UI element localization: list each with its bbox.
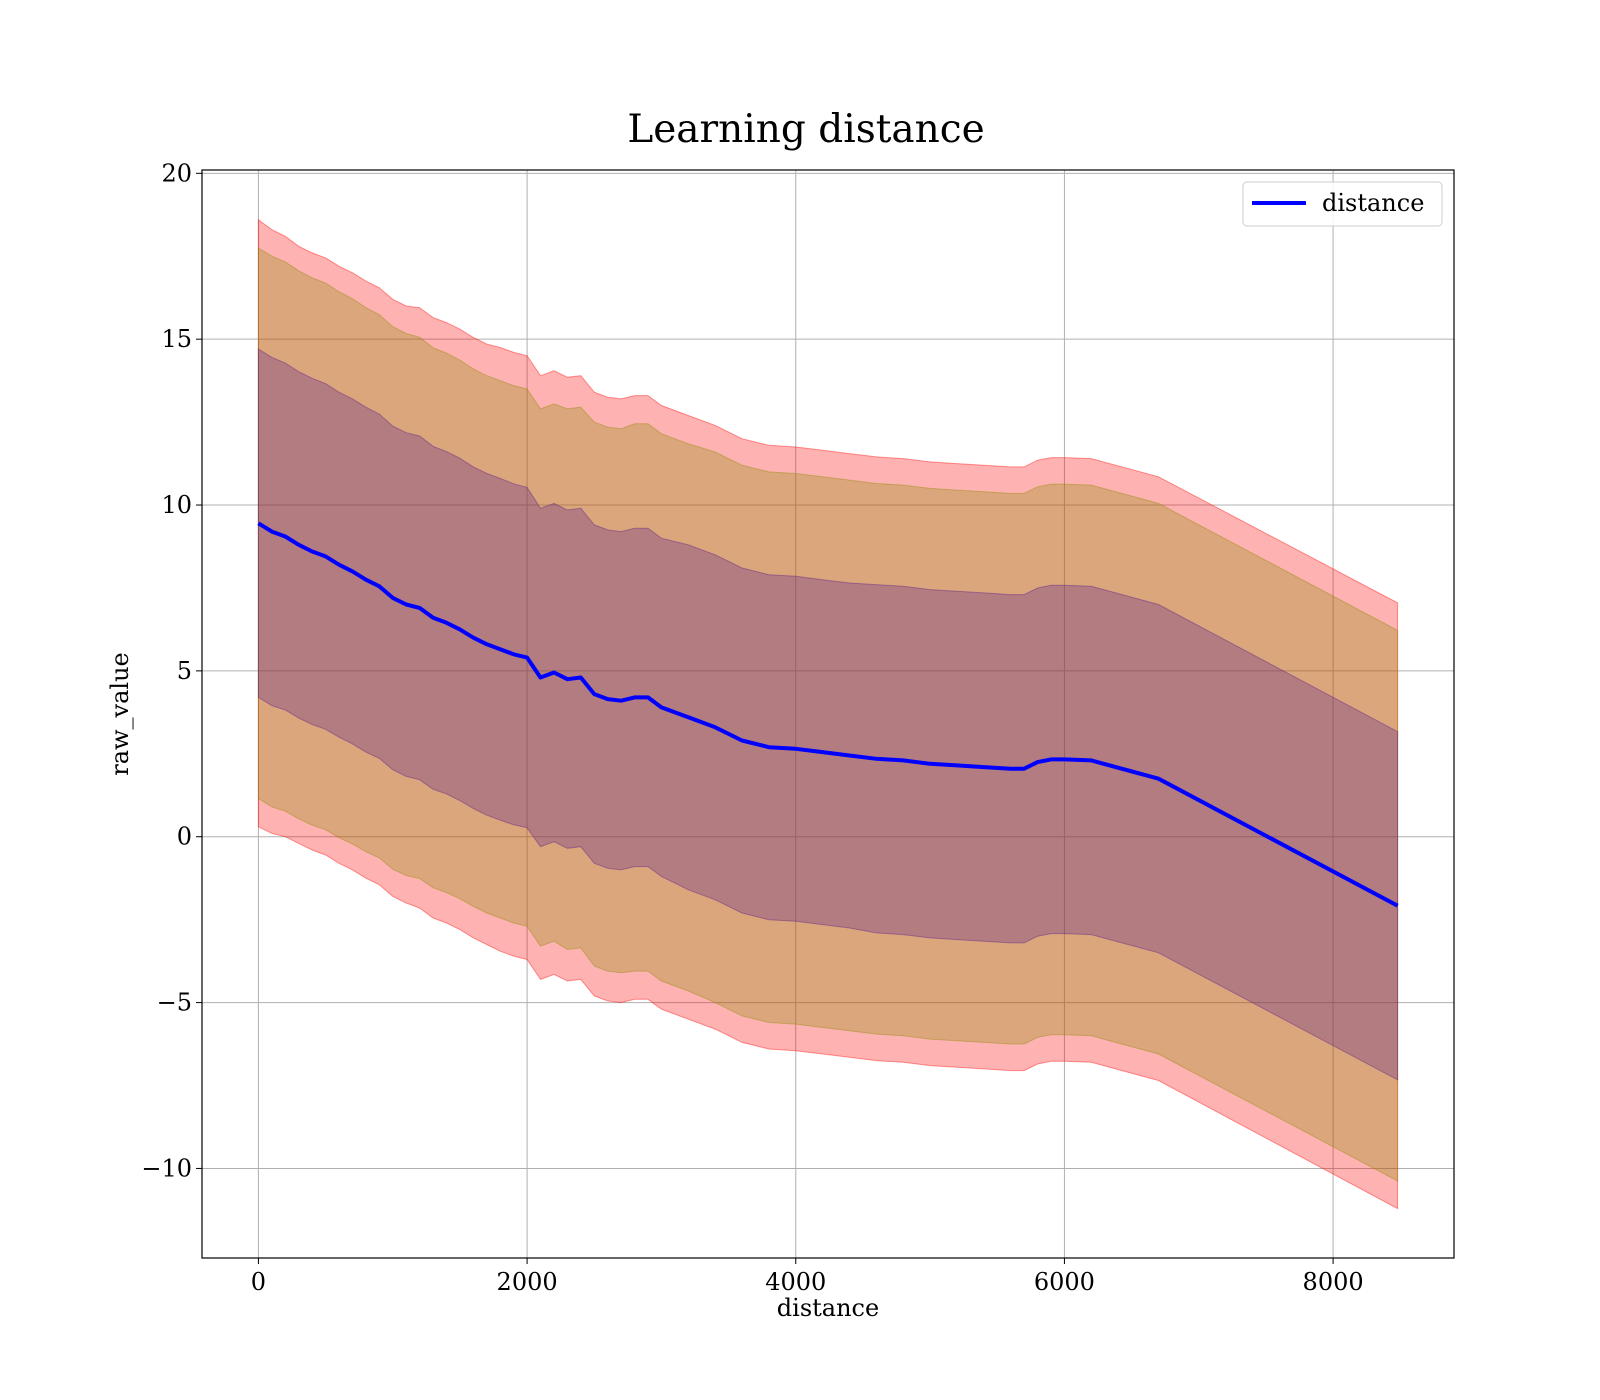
y-tick-label: 0 [177, 823, 192, 851]
band-2std [257, 247, 1399, 1182]
band-1std [257, 348, 1399, 1081]
band-3std [257, 218, 1399, 1210]
legend-label-distance: distance [1322, 189, 1424, 217]
x-tick-label: 6000 [1034, 1268, 1095, 1296]
y-tick-label: 10 [161, 491, 192, 519]
y-tick-label: 20 [161, 159, 192, 187]
x-axis-label: distance [777, 1294, 879, 1322]
x-tick-label: 8000 [1303, 1268, 1364, 1296]
y-tick-label: −10 [141, 1154, 192, 1182]
chart-title: Learning distance [627, 107, 984, 152]
x-tick-label: 4000 [765, 1268, 826, 1296]
series-lines [257, 521, 1399, 908]
grid [202, 170, 1454, 1258]
legend-box [1242, 181, 1443, 227]
x-axis-ticks: 0 2000 4000 6000 8000 [251, 1258, 1364, 1296]
y-tick-label: 5 [177, 657, 192, 685]
std-bands [257, 218, 1399, 1210]
y-tick-label: −5 [157, 989, 192, 1017]
y-axis-label: raw_value [106, 652, 134, 776]
y-tick-label: 15 [161, 325, 192, 353]
x-tick-label: 2000 [497, 1268, 558, 1296]
y-axis-ticks: −10 −5 0 5 10 15 20 [141, 159, 202, 1182]
series-line-distance [257, 521, 1399, 908]
x-tick-label: 0 [251, 1268, 266, 1296]
legend: distance [1242, 181, 1443, 227]
plot-frame [201, 169, 1455, 1259]
